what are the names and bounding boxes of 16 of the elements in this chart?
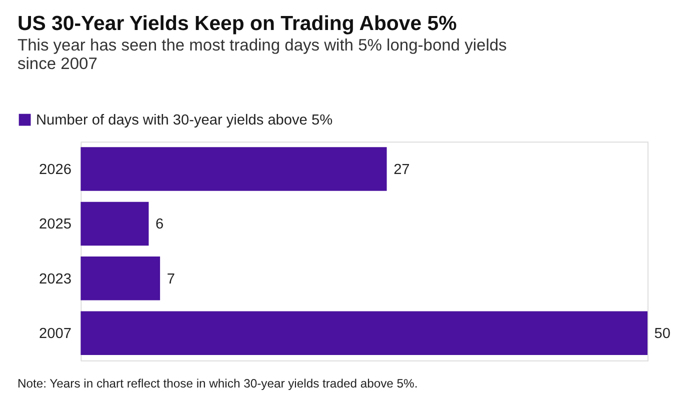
bar [80,147,387,191]
chart-title: US 30-Year Yields Keep on Trading Above 5% [18,12,457,35]
y-tick-label: 2026 [39,162,72,178]
data-label: 7 [166,271,175,288]
data-label: 27 [394,162,410,178]
y-tick-label: 2007 [39,326,72,342]
bar [80,202,149,246]
bar [80,311,648,355]
bar [80,256,160,300]
data-label: 6 [156,216,164,233]
chart-subtitle: This year has seen the most trading days with 5% long-bond yields since 2007 [18,35,507,73]
legend-label: Number of days with 30-year yields above 5% [36,112,333,129]
y-tick-label: 2023 [39,271,72,288]
data-label: 50 [654,326,671,342]
y-tick-label: 2025 [39,216,72,233]
text: Note: Years in chart reflect those in which 30-year yields traded above 5%. [18,376,418,391]
